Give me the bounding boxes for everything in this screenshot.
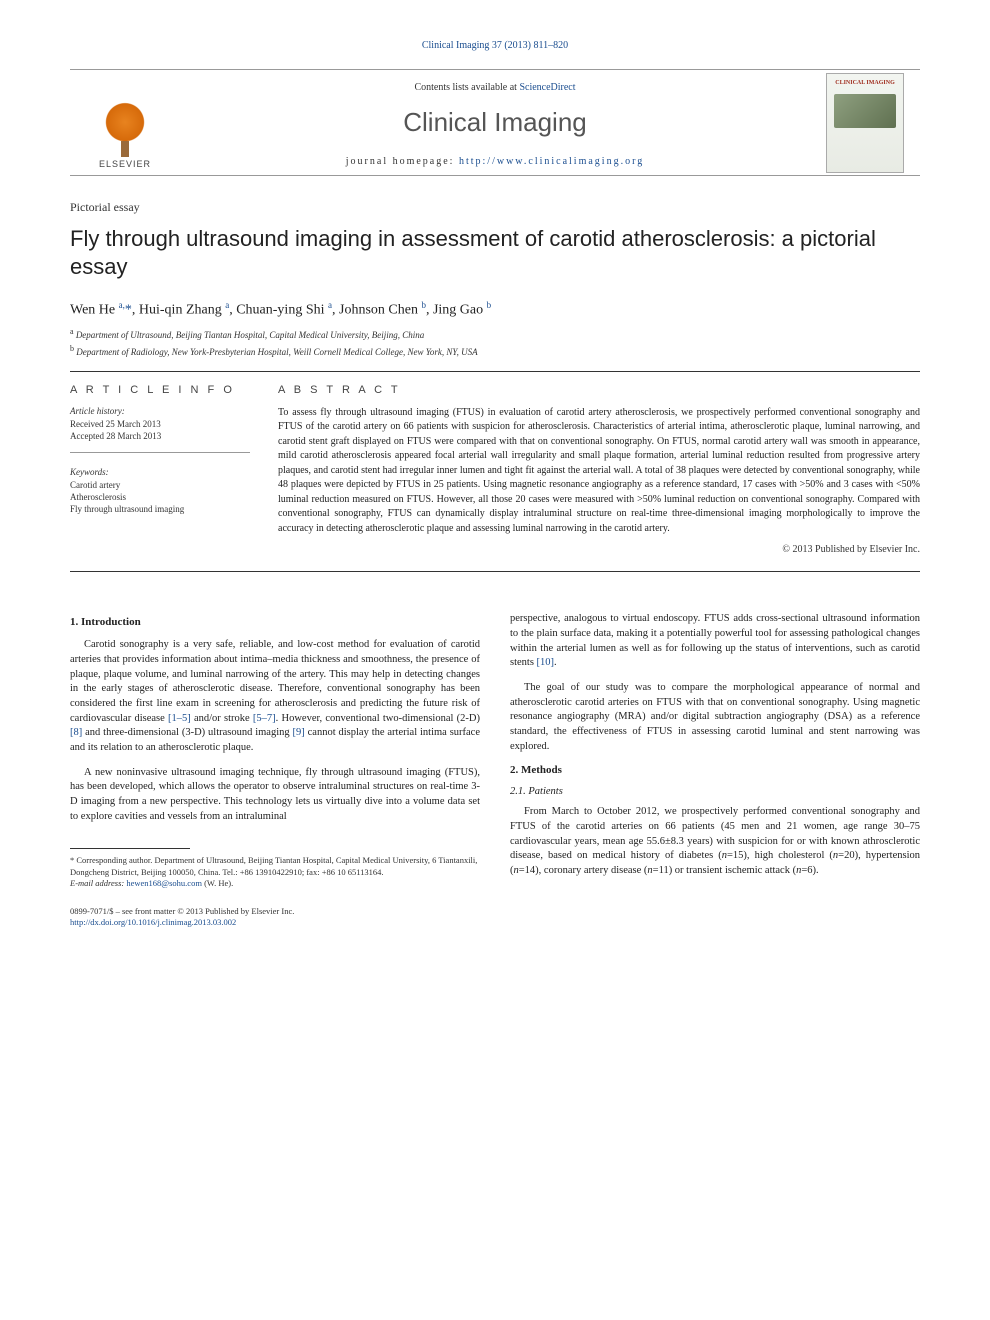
article-type: Pictorial essay: [70, 200, 920, 215]
sciencedirect-link[interactable]: ScienceDirect: [519, 82, 575, 93]
intro-para-3: perspective, analogous to virtual endosc…: [510, 612, 920, 671]
email-label: E-mail address:: [70, 878, 126, 888]
journal-cover[interactable]: CLINICAL IMAGING: [826, 73, 904, 173]
footer-block: 0899-7071/$ – see front matter © 2013 Pu…: [70, 906, 480, 929]
email-footnote: E-mail address: hewen168@sohu.com (W. He…: [70, 878, 480, 889]
affiliation-b: b Department of Radiology, New York-Pres…: [70, 344, 920, 357]
homepage-link[interactable]: http://www.clinicalimaging.org: [459, 156, 644, 167]
keywords-subhead: Keywords:: [70, 467, 250, 477]
section-1-heading: 1. Introduction: [70, 616, 480, 628]
banner-center: Contents lists available at ScienceDirec…: [180, 70, 810, 175]
info-abstract-row: A R T I C L E I N F O Article history: R…: [70, 372, 920, 573]
journal-page: Clinical Imaging 37 (2013) 811–820 ELSEV…: [0, 0, 990, 979]
article-info-heading: A R T I C L E I N F O: [70, 384, 250, 396]
history-subhead: Article history:: [70, 406, 250, 416]
methods-para-1: From March to October 2012, we prospecti…: [510, 805, 920, 878]
article-info-column: A R T I C L E I N F O Article history: R…: [70, 372, 270, 556]
keyword-2: Atherosclerosis: [70, 491, 250, 503]
elsevier-label: ELSEVIER: [99, 159, 151, 169]
cover-title: CLINICAL IMAGING: [835, 80, 895, 87]
homepage-line: journal homepage: http://www.clinicalima…: [180, 156, 810, 167]
elsevier-logo[interactable]: ELSEVIER: [85, 79, 165, 169]
history-accepted: Accepted 28 March 2013: [70, 430, 250, 442]
abstract-text: To assess fly through ultrasound imaging…: [278, 406, 920, 537]
abstract-column: A B S T R A C T To assess fly through ul…: [270, 372, 920, 556]
keywords-block: Keywords: Carotid artery Atherosclerosis…: [70, 467, 250, 515]
publisher-logo-cell: ELSEVIER: [70, 70, 180, 175]
issn-line: 0899-7071/$ – see front matter © 2013 Pu…: [70, 906, 480, 917]
section-2-1-heading: 2.1. Patients: [510, 786, 920, 797]
history-received: Received 25 March 2013: [70, 418, 250, 430]
affiliation-a: a Department of Ultrasound, Beijing Tian…: [70, 327, 920, 340]
email-suffix: (W. He).: [202, 878, 233, 888]
article-title: Fly through ultrasound imaging in assess…: [70, 225, 920, 280]
citation-header: Clinical Imaging 37 (2013) 811–820: [70, 40, 920, 51]
footnote-divider: [70, 848, 190, 849]
author-email-link[interactable]: hewen168@sohu.com: [126, 878, 202, 888]
homepage-prefix: journal homepage:: [346, 156, 459, 167]
corresponding-author-footnote: * Corresponding author. Department of Ul…: [70, 855, 480, 878]
journal-banner: ELSEVIER Contents lists available at Sci…: [70, 69, 920, 176]
abstract-copyright: © 2013 Published by Elsevier Inc.: [278, 544, 920, 555]
keyword-1: Carotid artery: [70, 479, 250, 491]
contents-line: Contents lists available at ScienceDirec…: [180, 82, 810, 93]
body-two-columns: 1. Introduction Carotid sonography is a …: [70, 612, 920, 929]
elsevier-tree-icon: [97, 85, 153, 147]
contents-prefix: Contents lists available at: [414, 82, 519, 93]
intro-para-2: A new noninvasive ultrasound imaging tec…: [70, 766, 480, 825]
abstract-heading: A B S T R A C T: [278, 384, 920, 396]
citation-link[interactable]: Clinical Imaging 37 (2013) 811–820: [422, 40, 568, 51]
journal-cover-cell: CLINICAL IMAGING: [810, 70, 920, 175]
keyword-3: Fly through ultrasound imaging: [70, 503, 250, 515]
intro-para-4: The goal of our study was to compare the…: [510, 681, 920, 754]
body-right-column: perspective, analogous to virtual endosc…: [510, 612, 920, 929]
intro-para-1: Carotid sonography is a very safe, relia…: [70, 638, 480, 756]
doi-link[interactable]: http://dx.doi.org/10.1016/j.clinimag.201…: [70, 917, 236, 927]
article-history-block: Article history: Received 25 March 2013 …: [70, 406, 250, 453]
journal-title: Clinical Imaging: [180, 107, 810, 138]
body-left-column: 1. Introduction Carotid sonography is a …: [70, 612, 480, 929]
section-2-heading: 2. Methods: [510, 764, 920, 776]
cover-image: [834, 94, 896, 128]
authors-line: Wen He a,*, Hui-qin Zhang a, Chuan-ying …: [70, 300, 920, 319]
